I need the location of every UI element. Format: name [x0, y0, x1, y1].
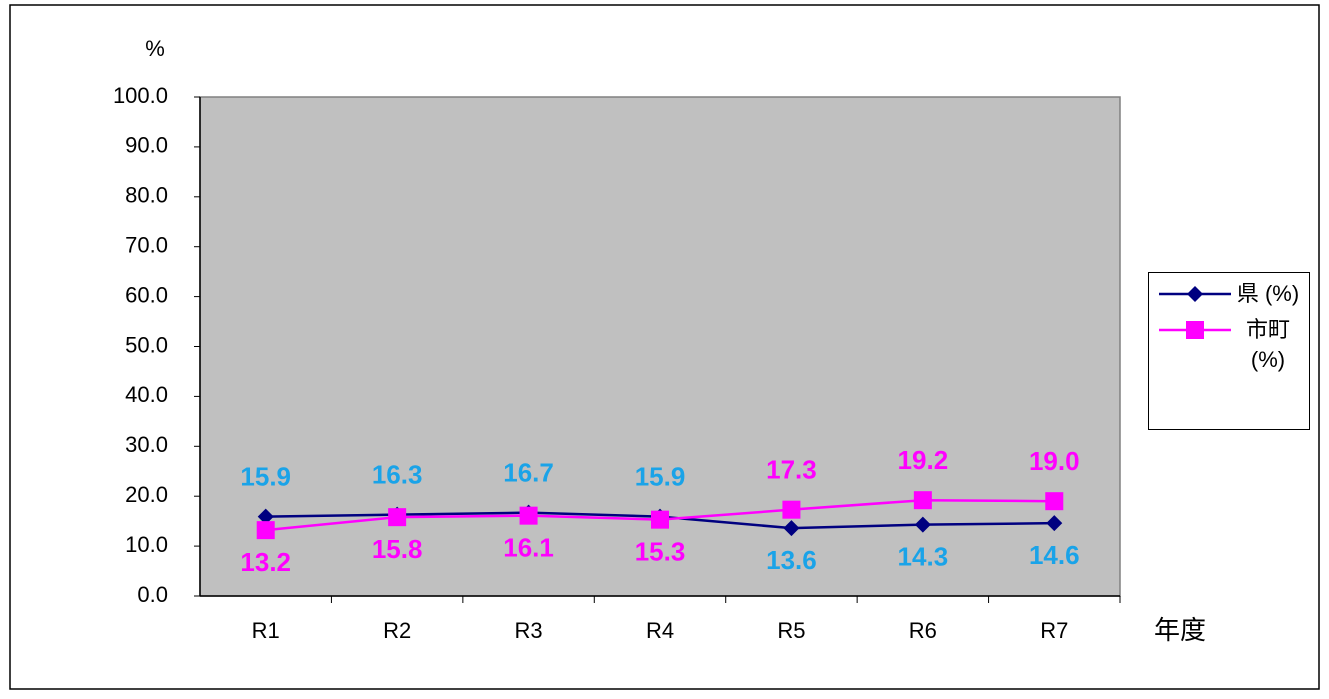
x-tick-label: R2 — [383, 618, 411, 643]
y-axis-label: % — [145, 36, 165, 61]
data-label: 14.3 — [898, 542, 949, 572]
legend-swatch — [1159, 321, 1231, 339]
data-point — [256, 521, 275, 540]
legend-label: 県 (%) — [1236, 281, 1300, 306]
x-axis-label: 年度 — [1154, 615, 1206, 645]
data-point — [1046, 515, 1063, 532]
data-label: 14.6 — [1029, 540, 1080, 570]
y-tick-label: 20.0 — [125, 482, 168, 507]
data-point — [783, 520, 800, 537]
data-point — [913, 491, 932, 510]
x-tick-label: R6 — [909, 618, 937, 643]
data-label: 17.3 — [766, 455, 817, 485]
data-point — [1045, 492, 1064, 511]
data-label: 13.2 — [240, 547, 291, 577]
y-tick-label: 30.0 — [125, 432, 168, 457]
data-point — [651, 510, 669, 529]
data-point — [914, 516, 931, 533]
data-point — [519, 506, 538, 525]
data-label: 15.9 — [240, 462, 291, 492]
x-tick-label: R3 — [515, 618, 543, 643]
y-tick-label: 80.0 — [125, 183, 168, 208]
legend-marker — [1187, 286, 1203, 302]
y-tick-label: 10.0 — [125, 532, 168, 557]
x-tick-label: R1 — [252, 618, 280, 643]
legend-item: 市町 (%) — [1153, 315, 1305, 375]
x-tick-label: R7 — [1040, 618, 1068, 643]
data-label: 16.7 — [503, 458, 554, 488]
legend-marker — [1186, 321, 1204, 339]
data-label: 19.0 — [1029, 446, 1080, 476]
data-label: 13.6 — [766, 545, 817, 575]
data-point — [257, 508, 274, 525]
data-label: 15.9 — [635, 462, 686, 492]
y-tick-label: 100.0 — [113, 83, 168, 108]
legend: 県 (%) 市町 (%) — [1148, 272, 1310, 430]
data-point — [388, 508, 407, 527]
y-tick-label: 50.0 — [125, 332, 168, 357]
data-label: 19.2 — [898, 445, 949, 475]
legend-swatch — [1159, 286, 1231, 302]
data-label: 16.3 — [372, 460, 423, 490]
data-label: 15.3 — [635, 537, 686, 567]
y-tick-label: 90.0 — [125, 133, 168, 158]
y-tick-label: 60.0 — [125, 282, 168, 307]
x-tick-label: R5 — [777, 618, 805, 643]
data-label: 16.1 — [503, 533, 554, 563]
data-label: 15.8 — [372, 534, 423, 564]
legend-item: 県 (%) — [1153, 279, 1305, 309]
y-tick-label: 40.0 — [125, 382, 168, 407]
y-tick-label: 70.0 — [125, 233, 168, 258]
data-point — [782, 500, 801, 519]
legend-label: 市町 (%) — [1245, 317, 1290, 372]
y-tick-label: 0.0 — [137, 582, 168, 607]
x-tick-label: R4 — [646, 618, 674, 643]
